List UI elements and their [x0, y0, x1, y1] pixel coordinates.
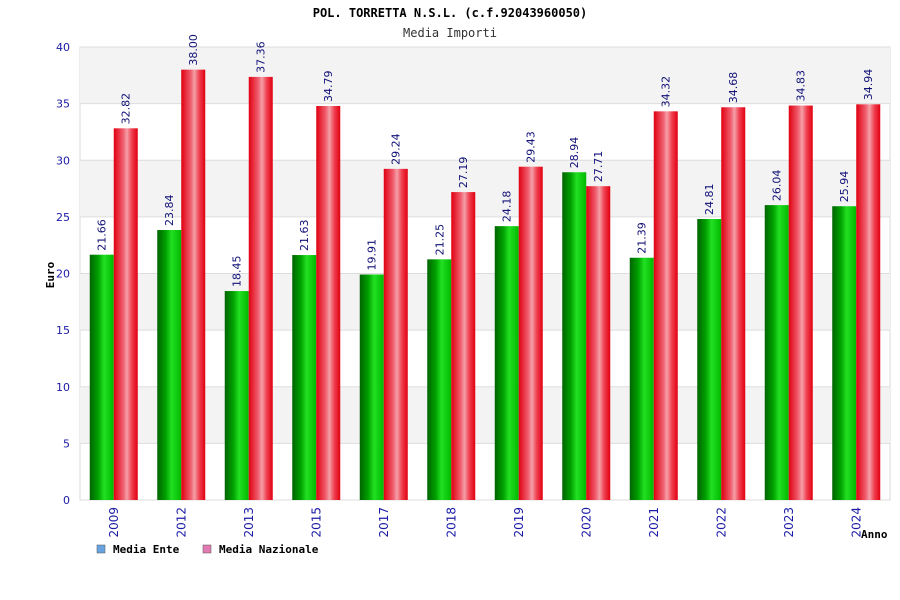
bar — [292, 255, 317, 500]
legend-swatch — [202, 544, 212, 554]
plot-band — [80, 386, 890, 444]
bar — [764, 205, 789, 501]
bar — [383, 168, 408, 500]
x-axis-label: Anno — [861, 528, 888, 541]
x-tick-label: 2015 — [309, 507, 323, 538]
bar — [856, 104, 881, 500]
bar — [586, 186, 611, 500]
bar — [832, 206, 857, 501]
y-axis-label: Euro — [44, 261, 57, 288]
data-label: 34.79 — [322, 71, 335, 103]
x-tick-label: 2018 — [444, 507, 458, 538]
bar — [181, 69, 206, 501]
y-tick-label: 5 — [63, 437, 70, 450]
bar — [653, 111, 678, 501]
data-label: 18.45 — [231, 256, 244, 288]
y-tick-label: 30 — [56, 154, 70, 167]
y-tick-label: 15 — [56, 324, 70, 337]
chart-subtitle: Media Importi — [403, 26, 497, 40]
x-tick-label: 2022 — [714, 507, 728, 538]
data-label: 34.68 — [727, 72, 740, 104]
data-label: 21.39 — [636, 222, 649, 254]
legend-label: Media Nazionale — [219, 543, 319, 556]
data-label: 24.81 — [703, 184, 716, 216]
chart-title: POL. TORRETTA N.S.L. (c.f.92043960050) — [313, 6, 588, 20]
x-tick-label: 2021 — [647, 507, 661, 538]
bar — [788, 105, 813, 501]
bar — [316, 106, 341, 501]
bar — [494, 226, 519, 500]
bar — [89, 254, 114, 500]
data-label: 27.71 — [592, 151, 605, 183]
data-label: 29.24 — [390, 133, 403, 165]
data-label: 19.91 — [366, 239, 379, 271]
data-label: 37.36 — [255, 41, 268, 73]
plot-band — [80, 273, 890, 331]
data-label: 34.94 — [862, 69, 875, 101]
y-tick-label: 20 — [56, 268, 70, 281]
y-tick-label: 35 — [56, 98, 70, 111]
bar — [359, 274, 384, 500]
data-label: 34.32 — [660, 76, 673, 108]
y-tick-label: 40 — [56, 41, 70, 54]
bar — [518, 166, 543, 500]
x-axis-ticks: 2009 2012 2013 2015 2017 2018 2019 2020 2021 2022… — [107, 507, 864, 538]
x-tick-label: 2013 — [242, 507, 256, 538]
bar — [113, 128, 138, 500]
data-label: 34.83 — [795, 70, 808, 102]
bar — [721, 107, 746, 501]
data-label: 21.25 — [433, 224, 446, 256]
x-tick-label: 2024 — [849, 507, 863, 538]
data-label: 29.43 — [525, 131, 538, 163]
data-label: 27.19 — [457, 157, 470, 189]
bar — [451, 192, 476, 501]
x-tick-label: 2019 — [512, 507, 526, 538]
bar — [224, 291, 249, 500]
y-axis-ticks: 0 5 10 15 20 25 30 35 40 — [56, 41, 70, 507]
data-label: 32.82 — [120, 93, 133, 125]
x-tick-label: 2020 — [579, 507, 593, 538]
bars: 21.66 32.82 23.84 38.00 18.45 37.36 21.63 34.79… — [89, 34, 881, 501]
y-tick-label: 25 — [56, 211, 70, 224]
y-tick-label: 10 — [56, 381, 70, 394]
bar — [427, 259, 452, 500]
legend-label: Media Ente — [113, 543, 180, 556]
data-label: 28.94 — [568, 137, 581, 169]
data-label: 21.63 — [298, 220, 311, 252]
data-label: 24.18 — [501, 191, 514, 223]
x-tick-label: 2009 — [107, 507, 121, 538]
legend: Media Ente Media Nazionale — [96, 543, 319, 556]
bar — [562, 172, 587, 500]
x-tick-label: 2023 — [782, 507, 796, 538]
data-label: 21.66 — [96, 219, 109, 251]
x-tick-label: 2012 — [174, 507, 188, 538]
grid-lines — [80, 46, 890, 501]
data-label: 25.94 — [838, 171, 851, 203]
data-label: 38.00 — [187, 34, 200, 66]
x-tick-label: 2017 — [377, 507, 391, 538]
y-tick-label: 0 — [63, 494, 70, 507]
plot-band — [80, 160, 890, 217]
plot-band — [80, 47, 890, 104]
bar — [629, 257, 654, 500]
bar — [248, 76, 273, 500]
data-label: 23.84 — [163, 195, 176, 227]
bar — [157, 230, 182, 500]
data-label: 26.04 — [771, 170, 784, 202]
legend-swatch — [96, 544, 106, 554]
bar — [697, 219, 722, 501]
